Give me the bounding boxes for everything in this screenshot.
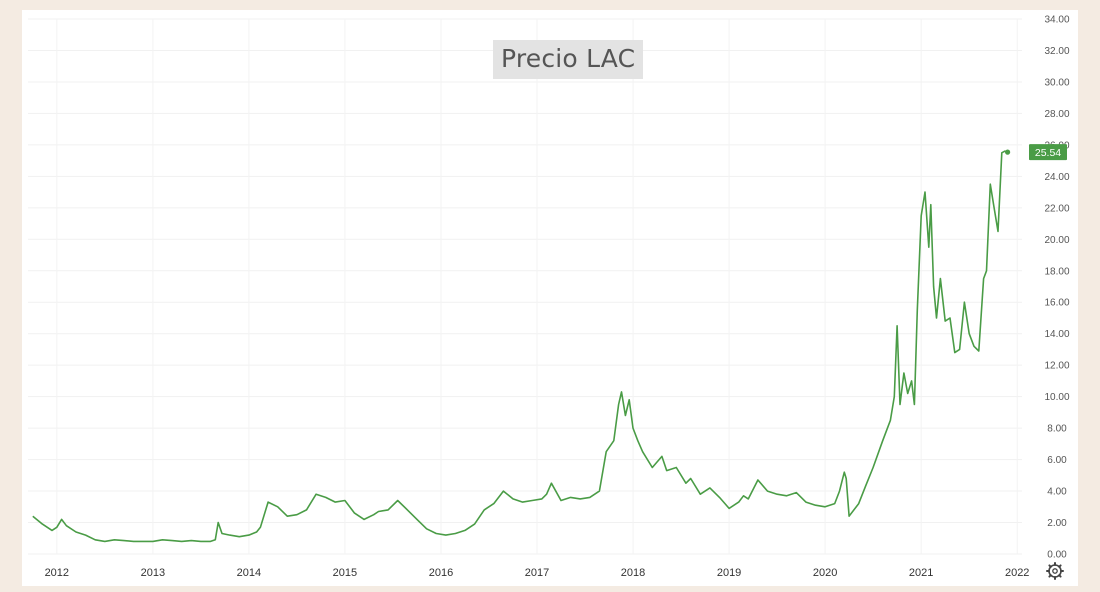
y-tick-label: 32.00: [1044, 46, 1069, 57]
y-tick-label: 30.00: [1044, 77, 1069, 88]
y-tick-label: 6.00: [1047, 455, 1067, 466]
last-point-marker: [1004, 149, 1011, 155]
y-tick-label: 4.00: [1047, 487, 1067, 498]
x-tick-label: 2012: [45, 567, 69, 579]
y-tick-label: 8.00: [1047, 424, 1067, 435]
price-chart: 0.00 2.00 4.00 6.00 8.00 10.00 12.00 14.00 16.00…: [28, 15, 1070, 580]
price-series-line: [32, 150, 1008, 543]
y-tick-label: 20.00: [1044, 235, 1069, 246]
chart-panel: 0.00 2.00 4.00 6.00 8.00 10.00 12.00 14.00 16.00…: [22, 10, 1078, 586]
x-tick-label: 2013: [141, 567, 165, 579]
x-tick-label: 2022: [1005, 567, 1029, 579]
y-tick-label: 34.00: [1044, 15, 1069, 26]
y-tick-label: 14.00: [1044, 329, 1069, 340]
last-price-value: 25.54: [1035, 147, 1061, 159]
y-tick-label: 12.00: [1044, 361, 1069, 372]
y-tick-label: 0.00: [1047, 550, 1067, 561]
x-tick-label: 2019: [717, 567, 741, 579]
vertical-gridlines: [56, 19, 1018, 554]
y-tick-label: 24.00: [1044, 172, 1069, 183]
y-tick-label: 28.00: [1044, 109, 1069, 120]
gear-icon[interactable]: [1046, 562, 1064, 580]
y-tick-label: 16.00: [1044, 298, 1069, 309]
last-price-badge-bg: [1029, 144, 1067, 161]
horizontal-gridlines: [28, 18, 1022, 555]
y-tick-label: 18.00: [1044, 266, 1069, 277]
x-axis-tick-labels: 2012 2013 2014 2015 2016 2017 2018 2019 2020 2021…: [45, 567, 1030, 579]
x-tick-label: 2014: [237, 567, 261, 579]
y-axis-tick-labels: 0.00 2.00 4.00 6.00 8.00 10.00 12.00 14.00 16.00…: [1044, 15, 1069, 561]
x-tick-label: 2016: [429, 567, 453, 579]
y-tick-label: 22.00: [1044, 203, 1069, 214]
x-tick-label: 2017: [525, 567, 549, 579]
x-tick-label: 2020: [813, 567, 837, 579]
last-price-badge: 25.54: [1029, 144, 1067, 161]
chart-title: Precio LAC: [493, 40, 644, 79]
y-tick-label: 10.00: [1044, 392, 1069, 403]
x-tick-label: 2021: [909, 567, 933, 579]
x-tick-label: 2015: [333, 567, 357, 579]
x-tick-label: 2018: [621, 567, 645, 579]
y-tick-label: 2.00: [1047, 518, 1067, 529]
